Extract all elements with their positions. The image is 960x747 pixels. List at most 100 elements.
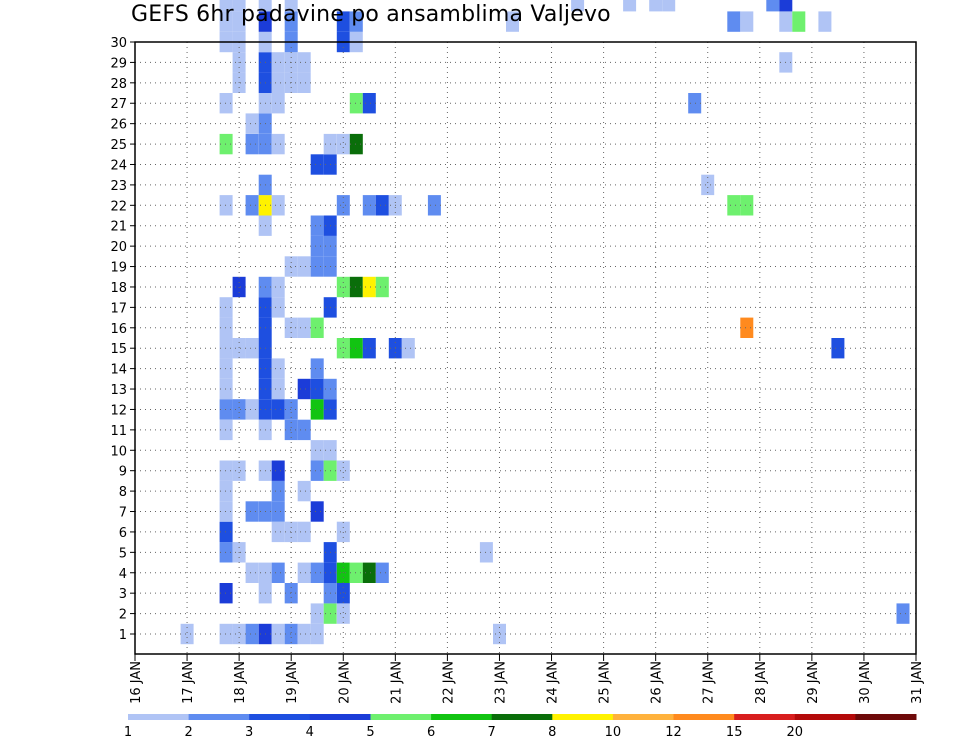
grid-group: 1234567891011121314151617181920212223242…	[110, 36, 925, 704]
heat-cell	[271, 276, 285, 298]
heat-cell	[310, 358, 324, 379]
heat-cell	[649, 0, 663, 12]
x-tick-label: 25 JAN	[598, 661, 613, 704]
heat-cell	[219, 358, 233, 379]
x-tick-label: 21 JAN	[389, 661, 404, 704]
y-tick-label: 19	[110, 261, 127, 276]
heat-cell	[297, 521, 311, 543]
heat-cell	[258, 11, 272, 32]
plot-frame	[134, 41, 917, 655]
heat-cell	[375, 195, 389, 216]
y-tick-label: 30	[110, 36, 127, 51]
heat-cell	[310, 399, 324, 420]
heat-cell	[427, 195, 441, 216]
y-tick-label: 10	[110, 444, 127, 459]
heat-cell	[362, 338, 376, 359]
heat-cell	[219, 11, 233, 32]
heat-cell	[180, 623, 194, 645]
heat-cell	[271, 195, 285, 216]
heat-cell	[219, 317, 233, 338]
heat-cell	[219, 542, 233, 563]
y-tick-label: 4	[119, 567, 127, 582]
heat-cell	[831, 338, 845, 359]
colorbar-label: 2	[184, 725, 192, 740]
colorbar-segment	[309, 714, 371, 720]
heat-cell	[271, 378, 285, 400]
heat-cell	[310, 378, 324, 400]
heat-cell	[362, 93, 376, 114]
heat-cell	[362, 195, 376, 216]
heat-cell	[375, 562, 389, 583]
heat-cell	[297, 623, 311, 645]
heat-cell	[271, 52, 285, 73]
heat-cell	[310, 154, 324, 175]
heat-cell	[701, 174, 715, 196]
y-tick-label: 11	[110, 424, 127, 439]
heat-cell	[662, 0, 676, 12]
heat-cell	[284, 623, 298, 645]
colorbar-label: 6	[427, 725, 435, 740]
x-tick-label: 30 JAN	[858, 661, 873, 704]
colorbar-segment	[612, 714, 674, 720]
heat-cell	[258, 0, 272, 12]
y-tick-label: 7	[119, 506, 127, 521]
heat-cell	[219, 480, 233, 502]
heat-cell	[232, 623, 246, 645]
heat-cell	[219, 0, 233, 12]
heat-cell	[219, 399, 233, 420]
y-tick-label: 26	[110, 118, 127, 133]
x-tick-label: 16 JAN	[129, 661, 144, 704]
y-tick-label: 23	[110, 179, 127, 194]
heat-cell	[297, 317, 311, 338]
heat-cell	[336, 133, 350, 155]
y-tick-label: 13	[110, 383, 127, 398]
heat-cell	[310, 603, 324, 624]
colorbar-segment	[370, 714, 432, 720]
heat-cell	[284, 399, 298, 420]
y-tick-label: 8	[119, 485, 127, 500]
heat-cell	[740, 11, 754, 32]
y-tick-label: 12	[110, 403, 127, 418]
colorbar-segment	[794, 714, 856, 720]
heat-cell	[349, 276, 363, 298]
heat-cell	[310, 256, 324, 277]
heat-cell	[310, 460, 324, 481]
heat-cell	[284, 256, 298, 277]
colorbar-label: 8	[548, 725, 556, 740]
heat-cell	[271, 93, 285, 114]
heat-cell	[297, 378, 311, 400]
y-tick-label: 14	[110, 363, 127, 378]
colorbar: 1 2 3 4 5 6 7 8 10 12 15 20	[124, 714, 917, 740]
x-tick-label: 17 JAN	[181, 661, 196, 704]
colorbar-segment	[431, 714, 493, 720]
heat-cell	[297, 72, 311, 93]
heat-cell	[336, 583, 350, 604]
colorbar-label: 12	[665, 725, 682, 740]
colorbar-segment	[855, 714, 917, 720]
colorbar-label: 15	[726, 725, 743, 740]
heat-cell	[284, 11, 298, 32]
y-tick-label: 2	[119, 608, 127, 623]
heat-cell	[271, 358, 285, 379]
heat-cell	[336, 460, 350, 481]
heat-cell	[219, 133, 233, 155]
heat-cell	[571, 0, 585, 12]
heat-cell	[245, 133, 259, 155]
x-tick-label: 20 JAN	[337, 661, 352, 704]
colorbar-segment	[552, 714, 614, 720]
heat-cell	[271, 623, 285, 645]
heat-cell	[219, 338, 233, 359]
y-tick-label: 15	[110, 342, 127, 357]
y-tick-label: 29	[110, 56, 127, 71]
heat-cell	[219, 623, 233, 645]
heat-cell	[271, 72, 285, 93]
y-tick-label: 6	[119, 526, 127, 541]
heat-cell	[727, 11, 741, 32]
heat-cell	[297, 480, 311, 502]
heat-cell	[219, 378, 233, 400]
y-tick-label: 28	[110, 77, 127, 92]
heat-cell	[688, 93, 702, 114]
colorbar-segment	[491, 714, 553, 720]
colorbar-label: 4	[306, 725, 314, 740]
